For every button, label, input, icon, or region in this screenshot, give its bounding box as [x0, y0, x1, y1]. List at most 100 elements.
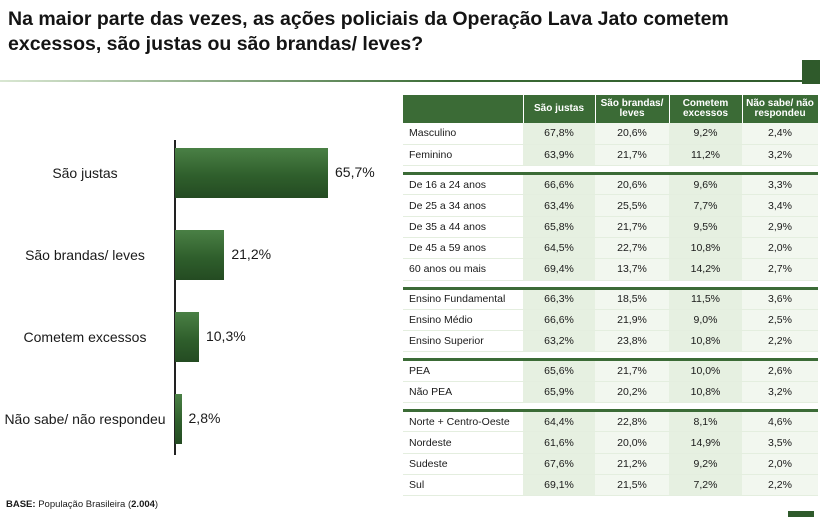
table-cell: 9,2%	[669, 453, 742, 475]
table-cell: 21,7%	[595, 144, 669, 167]
bar	[175, 230, 225, 280]
table-row: Masculino 67,8% 20,6% 9,2% 2,4%	[403, 123, 818, 145]
category-label: Cometem excessos	[23, 328, 147, 345]
bar	[175, 312, 199, 362]
row-label: Sudeste	[403, 453, 523, 475]
base-footnote: BASE: População Brasileira (2.004)	[6, 499, 158, 510]
row-label: Nordeste	[403, 431, 523, 454]
table-row: PEA 65,6% 21,7% 10,0% 2,6%	[403, 359, 818, 382]
table-row: Ensino Médio 66,6% 21,9% 9,0% 2,5%	[403, 309, 818, 332]
table-cell: 69,4%	[523, 258, 595, 281]
table-cell: 10,8%	[669, 330, 742, 353]
base-close: )	[154, 499, 159, 510]
table-cell: 2,0%	[742, 237, 818, 260]
table-cell: 66,3%	[523, 288, 595, 310]
table-header-blank	[403, 95, 524, 123]
group-separator	[403, 351, 818, 362]
page-title: Na maior parte das vezes, as ações polic…	[8, 8, 729, 55]
table-cell: 10,8%	[669, 381, 742, 404]
group-separator	[403, 402, 818, 413]
table-cell: 2,6%	[742, 359, 818, 382]
table-cell: 67,8%	[523, 123, 595, 145]
table-row: Nordeste 61,6% 20,0% 14,9% 3,5%	[403, 431, 818, 454]
row-label: Masculino	[403, 123, 523, 145]
table-cell: 21,9%	[595, 309, 669, 332]
row-label: PEA	[403, 359, 523, 382]
category-label: Não sabe/ não respondeu	[4, 410, 166, 427]
table-cell: 64,5%	[523, 237, 595, 260]
table-cell: 9,0%	[669, 309, 742, 332]
table-cell: 21,5%	[595, 474, 669, 497]
value-label: 65,7%	[335, 164, 375, 180]
table-cell: 14,9%	[669, 431, 742, 454]
table-row: Norte + Centro-Oeste 64,4% 22,8% 8,1% 4,6%	[403, 410, 818, 433]
table-row: Ensino Superior 63,2% 23,8% 10,8% 2,2%	[403, 330, 818, 353]
column-header: São justas	[523, 95, 596, 123]
table-cell: 7,2%	[669, 474, 742, 497]
table-cell: 20,2%	[595, 381, 669, 404]
base-label: BASE:	[6, 499, 36, 510]
bottom-accent	[788, 511, 814, 517]
table-header-row: São justas São brandas/ leves Cometem exce…	[403, 95, 819, 123]
table-cell: 9,2%	[669, 123, 742, 145]
bar	[175, 148, 328, 198]
row-label: 60 anos ou mais	[403, 258, 523, 281]
corner-tab	[802, 60, 820, 84]
table-cell: 21,7%	[595, 216, 669, 238]
group-separator	[403, 280, 818, 290]
table-cell: 63,4%	[523, 194, 595, 217]
table-cell: 2,7%	[742, 258, 818, 281]
row-label: Norte + Centro-Oeste	[403, 410, 523, 433]
table-cell: 65,8%	[523, 216, 595, 238]
table-cell: 11,5%	[669, 288, 742, 310]
table-cell: 2,9%	[742, 216, 818, 238]
table-cell: 21,7%	[595, 359, 669, 382]
table-cell: 3,4%	[742, 194, 818, 217]
table-cell: 9,5%	[669, 216, 742, 238]
crosstab-table-wrapper: São justas São brandas/ leves Cometem exce…	[403, 95, 819, 497]
table-cell: 2,4%	[742, 123, 818, 145]
table-cell: 4,6%	[742, 410, 818, 433]
table-row: Não PEA 65,9% 20,2% 10,8% 3,2%	[403, 381, 818, 404]
value-label: 2,8%	[188, 410, 221, 426]
row-label: Ensino Fundamental	[403, 288, 523, 310]
table-cell: 63,9%	[523, 144, 595, 167]
value-label: 21,2%	[231, 246, 272, 262]
table-cell: 10,0%	[669, 359, 742, 382]
table-cell: 22,7%	[595, 237, 669, 260]
table-cell: 67,6%	[523, 453, 595, 475]
row-label: Não PEA	[403, 381, 523, 404]
table-cell: 2,2%	[742, 330, 818, 353]
table-cell: 2,5%	[742, 309, 818, 332]
table-row: Sudeste 67,6% 21,2% 9,2% 2,0%	[403, 453, 818, 475]
table-cell: 3,3%	[742, 173, 818, 196]
row-label: Ensino Médio	[403, 309, 523, 332]
table-cell: 20,6%	[595, 173, 669, 196]
column-header: Cometem excessos	[669, 95, 743, 123]
table-cell: 3,2%	[742, 144, 818, 167]
table-cell: 20,0%	[595, 431, 669, 454]
table-cell: 23,8%	[595, 330, 669, 353]
row-label: De 16 a 24 anos	[403, 173, 523, 196]
row-label: Feminino	[403, 144, 523, 167]
bar-chart: São justas 65,7% São brandas/ leves 21,2% Co…	[0, 100, 400, 480]
base-n: 2.004	[131, 499, 155, 510]
table-cell: 14,2%	[669, 258, 742, 281]
table-cell: 2,0%	[742, 453, 818, 475]
crosstab-table: São justas São brandas/ leves Cometem exce…	[403, 95, 819, 497]
group-separator	[403, 165, 818, 176]
table-cell: 25,5%	[595, 194, 669, 217]
table-cell: 8,1%	[669, 410, 742, 433]
table-cell: 10,8%	[669, 237, 742, 260]
table-row: De 45 a 59 anos 64,5% 22,7% 10,8% 2,0%	[403, 237, 818, 260]
table-cell: 18,5%	[595, 288, 669, 310]
table-cell: 66,6%	[523, 309, 595, 332]
table-cell: 63,2%	[523, 330, 595, 353]
table-cell: 3,5%	[742, 431, 818, 454]
table-row: Feminino 63,9% 21,7% 11,2% 3,2%	[403, 144, 818, 167]
table-cell: 3,6%	[742, 288, 818, 310]
table-cell: 65,6%	[523, 359, 595, 382]
table-row: Ensino Fundamental 66,3% 18,5% 11,5% 3,6%	[403, 288, 818, 310]
table-row: De 35 a 44 anos 65,8% 21,7% 9,5% 2,9%	[403, 216, 818, 238]
table-cell: 7,7%	[669, 194, 742, 217]
